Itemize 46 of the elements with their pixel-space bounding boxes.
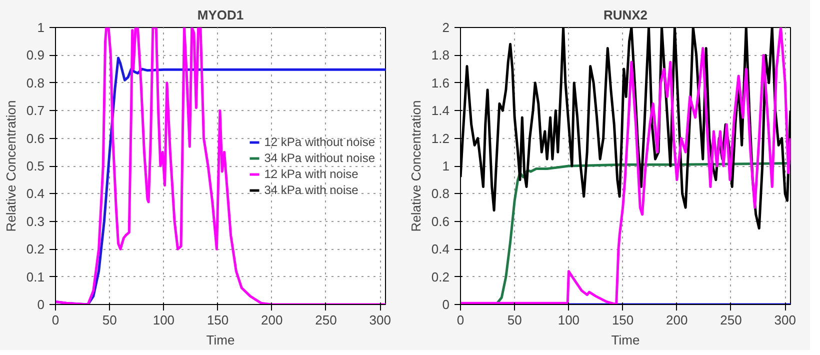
y-tick-label: 1.4 — [431, 103, 450, 118]
x-tick-label: 100 — [152, 312, 175, 328]
x-tick-label: 0 — [456, 312, 464, 328]
y-tick-label: 0.9 — [26, 48, 45, 63]
x-tick-label: 50 — [507, 312, 522, 328]
x-tick-label: 250 — [720, 312, 742, 328]
chart-title: RUNX2 — [603, 8, 648, 22]
legend-label: 12 kPa without noise — [264, 134, 375, 148]
y-axis-title: Relative Concentration — [3, 100, 18, 232]
x-tick-label: 300 — [774, 312, 796, 328]
y-tick-label: 0.4 — [431, 242, 450, 257]
x-tick-label: 150 — [206, 312, 229, 328]
y-tick-label: 0.2 — [26, 242, 45, 257]
y-tick-label: 0.6 — [26, 130, 45, 146]
y-tick-label: 1.8 — [431, 48, 450, 63]
y-tick-label: 1.2 — [431, 130, 450, 146]
y-tick-label: 0.8 — [431, 186, 450, 202]
y-tick-label: 1 — [442, 158, 450, 174]
legend-label: 34 kPa with noise — [264, 182, 358, 196]
y-tick-label: 0.8 — [26, 75, 45, 90]
y-tick-label: 0 — [442, 297, 450, 312]
y-tick-label: 1.6 — [431, 75, 450, 90]
x-tick-label: 50 — [102, 312, 117, 328]
y-tick-label: 0.3 — [26, 214, 45, 229]
x-tick-label: 200 — [666, 312, 688, 328]
x-tick-label: 150 — [612, 312, 634, 328]
y-tick-label: 0.5 — [26, 158, 45, 174]
x-tick-label: 250 — [315, 312, 337, 328]
y-axis-title: Relative Concentration — [408, 100, 424, 232]
chart-title: MYOD1 — [197, 8, 244, 22]
legend-label: 34 kPa without noise — [264, 150, 375, 164]
x-axis-title: Time — [206, 332, 235, 348]
y-tick-label: 0.4 — [26, 186, 45, 202]
x-tick-label: 200 — [261, 312, 283, 328]
x-tick-label: 100 — [558, 312, 580, 328]
y-tick-label: 0.2 — [431, 269, 450, 284]
y-tick-label: 0 — [37, 297, 45, 312]
y-tick-label: 0.6 — [431, 214, 450, 229]
y-tick-label: 1 — [37, 20, 45, 35]
x-tick-label: 300 — [369, 312, 391, 328]
x-axis-title: Time — [611, 332, 640, 348]
y-tick-label: 2 — [442, 20, 450, 35]
legend-label: 12 kPa with noise — [264, 166, 358, 180]
y-tick-label: 0.7 — [26, 103, 45, 118]
x-tick-label: 0 — [52, 312, 60, 328]
y-tick-label: 0.1 — [26, 269, 45, 284]
